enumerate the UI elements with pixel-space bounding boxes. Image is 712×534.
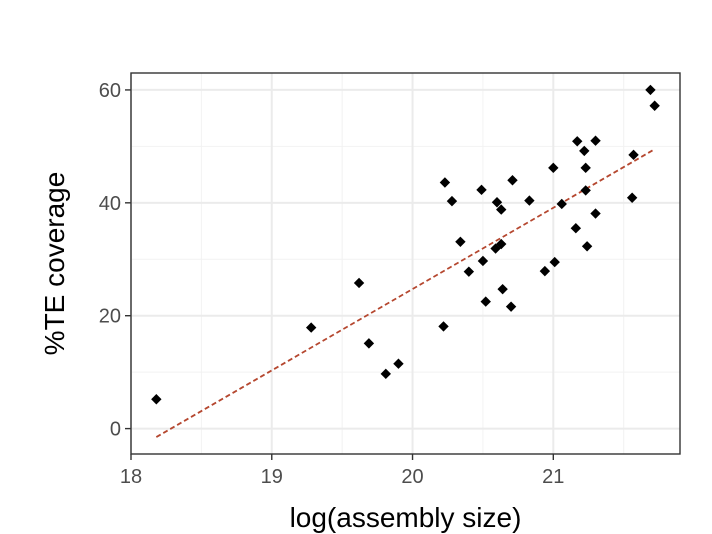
x-axis-title: log(assembly size) — [290, 502, 522, 533]
data-point — [507, 175, 518, 186]
data-point — [649, 100, 660, 111]
x-tick-label: 21 — [542, 466, 564, 488]
data-point — [393, 358, 404, 369]
data-point — [628, 149, 639, 161]
data-point — [549, 256, 560, 268]
data-point — [353, 277, 365, 289]
x-tick-label: 18 — [120, 466, 142, 488]
data-point — [380, 368, 391, 380]
data-point — [579, 145, 590, 157]
panel-border — [130, 72, 681, 455]
data-point — [463, 266, 475, 277]
data-point — [505, 301, 517, 312]
x-tick-label: 19 — [261, 466, 283, 488]
data-point — [151, 394, 162, 405]
data-point — [645, 84, 656, 96]
data-point — [446, 195, 458, 207]
data-point — [556, 198, 567, 210]
data-point — [305, 322, 317, 333]
y-axis: 0 20 40 60 — [99, 80, 131, 441]
data-point — [476, 184, 487, 196]
data-point — [491, 197, 503, 208]
data-point — [496, 238, 507, 250]
data-point — [626, 192, 638, 203]
data-point — [570, 223, 582, 234]
data-point — [548, 162, 559, 174]
data-point — [363, 338, 375, 349]
x-tick-label: 20 — [401, 466, 423, 488]
y-axis-title: %TE coverage — [39, 172, 70, 356]
data-point — [477, 255, 489, 267]
data-point — [572, 136, 583, 147]
data-point — [580, 185, 591, 196]
grid-minor — [131, 73, 680, 454]
x-axis: 18 19 20 21 — [120, 454, 564, 488]
data-point — [590, 135, 601, 146]
data-point — [524, 195, 535, 206]
data-point — [496, 204, 507, 215]
y-tick-label: 20 — [99, 306, 121, 328]
grid-major — [130, 73, 680, 454]
data-point — [581, 241, 593, 252]
data-point — [438, 321, 449, 332]
data-point — [580, 162, 591, 174]
data-point — [590, 208, 601, 219]
points-layer — [151, 84, 660, 405]
data-point — [480, 296, 491, 307]
y-tick-label: 40 — [99, 193, 121, 215]
data-point — [497, 283, 508, 295]
y-tick-label: 0 — [110, 419, 121, 441]
panel-background — [131, 73, 680, 454]
y-tick-label: 60 — [99, 80, 121, 102]
data-point — [539, 265, 551, 277]
data-point — [439, 177, 451, 188]
data-point — [455, 236, 466, 247]
